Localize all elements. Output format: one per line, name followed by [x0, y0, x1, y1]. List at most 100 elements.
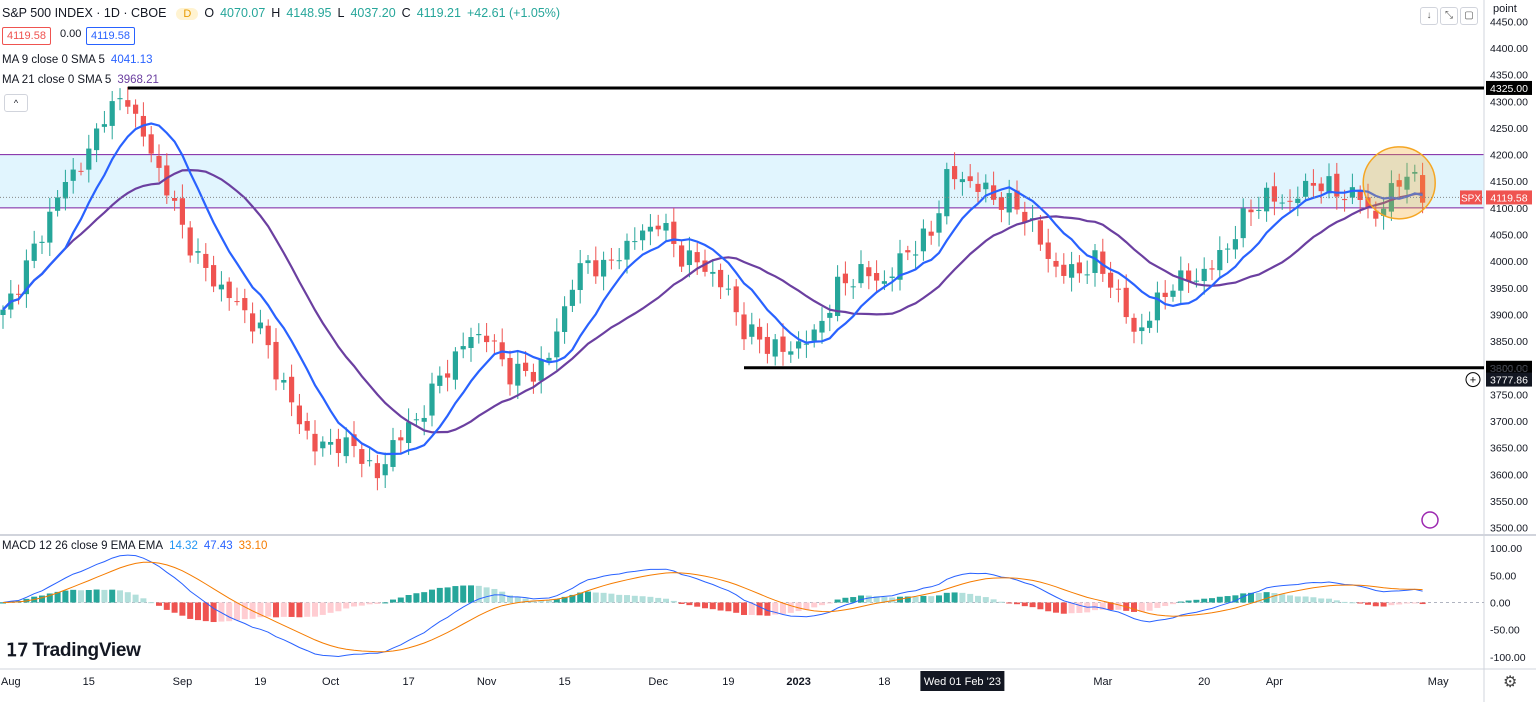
candle — [1396, 173, 1402, 196]
macd-hist-bar — [335, 602, 342, 612]
candle — [1045, 228, 1051, 273]
price-tick-label: 3750.00 — [1490, 389, 1528, 401]
time-tick-label: Nov — [477, 676, 497, 688]
candle-body — [226, 281, 232, 299]
candle — [718, 263, 724, 300]
candle-body — [1193, 280, 1199, 282]
candle — [281, 372, 287, 390]
macd-hist-bar — [234, 602, 240, 621]
level-label-text: 3800.00 — [1490, 363, 1528, 375]
candle-body — [959, 179, 965, 183]
symbol-title[interactable]: S&P 500 INDEX · 1D · CBOE — [2, 6, 167, 20]
candle — [1295, 186, 1301, 217]
macd-hist-bar — [109, 589, 116, 603]
candle-body — [1264, 187, 1270, 212]
candle — [1240, 198, 1246, 248]
candle-body — [819, 320, 825, 333]
candle — [86, 134, 92, 183]
maximize-icon[interactable]: ⤡ — [1440, 7, 1458, 25]
candle-body — [374, 463, 380, 479]
candle — [468, 327, 474, 362]
macd-hist-bar — [1365, 602, 1371, 605]
candle — [920, 219, 926, 261]
candle — [484, 323, 490, 353]
candle-body — [1115, 288, 1121, 290]
candle — [811, 324, 817, 348]
macd-hist-bar — [1092, 602, 1098, 611]
macd-hist-bar — [702, 602, 708, 609]
candle — [679, 241, 685, 273]
candle — [359, 443, 365, 478]
candle-body — [133, 104, 139, 114]
candle-body — [1154, 292, 1160, 321]
candle — [523, 351, 529, 377]
candle — [296, 393, 302, 434]
candle-body — [569, 289, 575, 306]
candle-body — [1279, 202, 1285, 204]
tradingview-logo[interactable]: 𝟣𝟩 TradingView — [6, 640, 141, 662]
candle — [1420, 162, 1426, 214]
candle — [1287, 189, 1293, 213]
candle — [47, 197, 53, 256]
candle — [39, 235, 45, 255]
price-tick-label: 3800.00 — [1490, 363, 1528, 375]
candle-body — [1186, 270, 1192, 282]
candle — [1108, 261, 1114, 299]
collapse-legend-chevron-icon[interactable]: ^ — [4, 94, 28, 112]
macd-hist-bar — [132, 594, 139, 603]
macd-hist-bar — [951, 592, 958, 603]
macd-hist-bar — [967, 593, 974, 603]
sell-price-box[interactable]: 4119.58 — [2, 27, 51, 45]
gear-icon[interactable]: ⚙ — [1503, 674, 1518, 691]
candle-body — [211, 265, 217, 287]
level-price-label: 4325.00 — [1486, 80, 1532, 95]
macd-hist-bar — [663, 598, 669, 603]
restore-icon[interactable]: ▢ — [1460, 7, 1478, 25]
candle-body — [624, 240, 630, 260]
time-tick-label: Aug — [1, 676, 21, 688]
buy-price-box[interactable]: 4119.58 — [86, 27, 135, 45]
candle-body — [874, 273, 880, 281]
candle — [133, 99, 139, 128]
price-tick-label: 3900.00 — [1490, 309, 1528, 321]
time-crosshair-bg — [920, 671, 1005, 691]
candle-body — [764, 336, 770, 354]
candle — [109, 91, 115, 140]
candle-body — [1053, 260, 1059, 267]
time-tick-label: Mar — [1093, 676, 1112, 688]
candle-body — [359, 449, 365, 464]
macd-hist-bar — [1411, 602, 1418, 604]
macd-hist-bar — [881, 596, 888, 603]
candle — [148, 126, 154, 163]
macd-hist-bar — [865, 595, 872, 603]
crosshair-label: +3777.86 — [1465, 372, 1532, 388]
macd-hist-bar — [1201, 598, 1208, 603]
ohlc-change-value: +42.61 (+1.05%) — [466, 6, 561, 20]
candle — [460, 332, 466, 359]
price-tick-label: 3600.00 — [1490, 469, 1528, 481]
candle — [515, 351, 521, 399]
macd-hist-bar — [218, 602, 225, 622]
candle — [569, 279, 575, 312]
macd-legend[interactable]: MACD 12 26 close 9 EMA EMA 14.32 47.43 33.1… — [2, 540, 273, 552]
ohlc-open-label: O — [204, 6, 215, 20]
macd-hist-bar — [78, 590, 84, 603]
move-down-icon[interactable]: ↓ — [1420, 7, 1438, 25]
add-alert-icon — [1465, 372, 1481, 388]
market-status-badge[interactable]: D — [176, 8, 199, 20]
candle — [959, 171, 965, 196]
macd-hist-bar — [101, 589, 108, 603]
ma21-legend[interactable]: MA 21 close 0 SMA 5 3968.21 — [2, 74, 165, 86]
candle — [179, 184, 185, 239]
ma9-legend[interactable]: MA 9 close 0 SMA 5 4041.13 — [2, 54, 159, 66]
candle — [710, 259, 716, 287]
macd-hist-bar — [226, 602, 233, 622]
candle-body — [788, 351, 794, 355]
candle — [507, 350, 513, 396]
candle — [858, 250, 864, 288]
candle — [530, 363, 536, 394]
macd-hist-bar — [46, 593, 53, 603]
candle-body — [195, 251, 201, 253]
macd-hist-bar — [195, 602, 201, 621]
